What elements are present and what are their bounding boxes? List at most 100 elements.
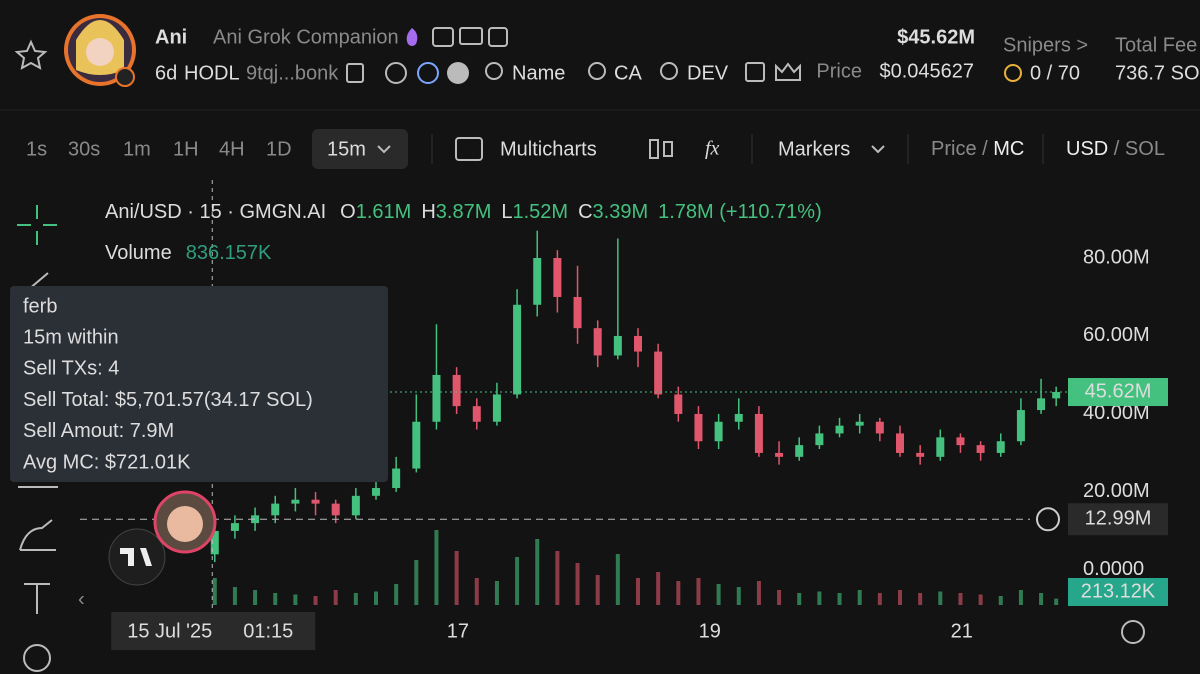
price-mode[interactable]: Price / MC [931,138,1024,160]
candle-body [775,452,784,457]
candle-body [734,413,743,422]
price-option[interactable]: Price [931,138,977,160]
candle-body [492,394,501,422]
y-tick-label: 60.00M [1083,324,1150,346]
add-alert-button[interactable] [1036,507,1060,532]
legend: Ani/USD · 15 · GMGN.AI O1.61M H3.87M L1.52M… [105,201,822,223]
low-label: L [501,201,512,223]
candle-body [976,445,985,453]
crown-button[interactable] [775,62,801,81]
candle-body [674,394,683,414]
selected-interval[interactable]: 15m [327,138,366,160]
candle-body [331,503,340,516]
shield-icon [488,27,508,47]
website-button[interactable] [385,62,407,84]
candle-type-icon[interactable] [649,139,659,159]
interval[interactable]: 1m [123,138,151,160]
y-tick-label: 40.00M [1083,402,1150,424]
settings-button[interactable] [1121,620,1145,644]
collapse-arrow[interactable]: ‹ [78,588,85,610]
copy-button[interactable] [346,63,364,83]
usd-option[interactable]: USD [1066,138,1108,160]
tradingview-mark [120,548,152,566]
contract-address[interactable]: 9tqj...bonk [246,62,339,84]
group-button[interactable] [417,62,439,84]
tooltip-lines: ferb 15m within Sell TXs: 4 Sell Total: $5,… [23,295,313,473]
price-label: Price [816,60,862,82]
price: $0.045627 [879,60,974,82]
candle-body [835,425,844,434]
candle-body [956,437,965,446]
candle-body [251,515,260,524]
candle-body [291,499,300,504]
sol-option[interactable]: SOL [1125,138,1165,160]
candle-body [1037,398,1046,411]
share-button[interactable] [745,62,765,82]
tradingview-logo [108,528,166,586]
candle-body [936,437,945,457]
interval[interactable]: 30s [68,138,100,160]
candle-body [432,374,441,422]
candle-body [533,257,542,305]
candle-body [351,495,360,516]
close-label: C [578,201,592,223]
candle-body [1052,392,1061,399]
interval[interactable]: 4H [219,138,245,160]
mc-option[interactable]: MC [993,138,1024,160]
market-cap: $45.62M [897,26,975,48]
candle-body [754,413,763,453]
change-value: 1.78M (+110.71%) [658,201,822,223]
crosshair-box [1068,503,1168,536]
emoji-tool[interactable] [23,644,51,672]
current-price-box [1068,378,1168,407]
snipers-label[interactable]: Snipers > [1003,34,1088,56]
crosshair-tool[interactable] [17,205,57,245]
brush-tool[interactable] [19,519,56,551]
fee: 736.7 SOL [1115,62,1200,84]
currency-mode[interactable]: USD / SOL [1066,138,1165,160]
candle-body [593,328,602,356]
candle-body [553,257,562,297]
search-ca[interactable]: CA [614,62,642,84]
interval[interactable]: 1H [173,138,199,160]
candle-body [815,433,824,446]
token-age: 6d [155,62,177,84]
volume-current-label: 213.12K [1081,580,1156,602]
text-tool[interactable] [24,583,50,614]
search-ca-icon[interactable] [588,62,606,80]
x-tick-label: 21 [951,620,973,642]
tooltip-line: ferb [23,295,57,317]
multicharts[interactable]: Multicharts [500,138,597,160]
search-name[interactable]: Name [512,62,565,84]
markers-caret [871,145,885,154]
avatar-face [86,38,114,66]
candle-body [372,488,381,496]
candle-body [895,433,904,453]
interval[interactable]: 1D [266,138,292,160]
crosshair-x-box [111,612,316,650]
candle-body [230,523,239,531]
search-name-icon[interactable] [485,62,503,80]
selected-interval-box[interactable] [312,129,408,169]
current-price-label: 45.62M [1085,380,1152,402]
candle-type-icon-2 [663,141,673,157]
y-tick-label: 0.0000 [1083,558,1144,580]
ad-icon [459,27,483,45]
high-label: H [421,201,435,223]
holding-tag: HODL [184,62,240,84]
avatar-badge [115,67,135,87]
indicators-icon[interactable]: fx [705,138,720,160]
candle-body [412,421,421,469]
markers[interactable]: Markers [778,138,850,160]
candle-body [513,304,522,395]
telegram-button[interactable] [447,62,469,84]
interval[interactable]: 1s [26,138,47,160]
search-dev-icon[interactable] [660,62,678,80]
low-value: 1.52M [512,201,568,223]
candle-body [795,445,804,457]
crosshair-time: 01:15 [243,620,293,642]
favorite-star[interactable] [14,39,48,70]
snipers-icon [1004,64,1022,82]
candle-body [311,499,320,504]
search-dev[interactable]: DEV [687,62,729,84]
